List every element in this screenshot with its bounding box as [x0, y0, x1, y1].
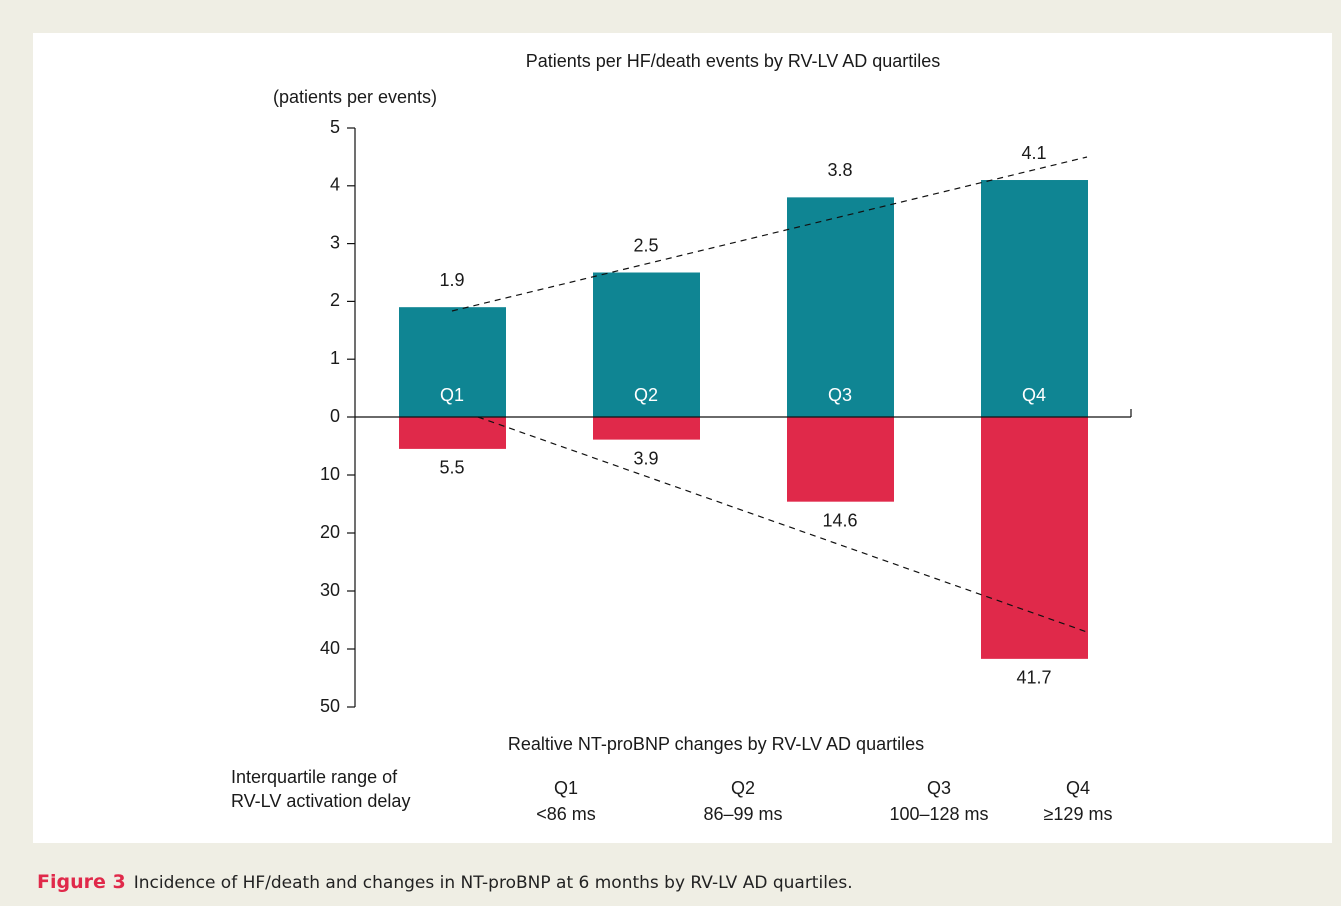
y-tick-label: 5 [330, 117, 340, 137]
value-label: 5.5 [439, 458, 464, 478]
bar [981, 180, 1088, 417]
y-tick-label: 4 [330, 175, 340, 195]
bar [787, 197, 894, 417]
y2-tick-label: 40 [320, 638, 340, 658]
y2-tick-label: 30 [320, 580, 340, 600]
chart-title: Patients per HF/death events by RV-LV AD… [526, 51, 941, 71]
trend-line [477, 416, 1088, 633]
value-label: 2.5 [633, 235, 658, 255]
bar [981, 417, 1088, 659]
table-range: 86–99 ms [703, 804, 782, 824]
table-range: ≥129 ms [1044, 804, 1113, 824]
y-tick-label: 2 [330, 290, 340, 310]
table-category: Q1 [554, 778, 578, 798]
table-row-label: RV-LV activation delay [231, 791, 410, 811]
y2-tick-label: 20 [320, 522, 340, 542]
bar-category-label: Q4 [1022, 385, 1046, 405]
bar-category-label: Q3 [828, 385, 852, 405]
bar-category-label: Q1 [440, 385, 464, 405]
value-label: 1.9 [439, 270, 464, 290]
caption-text: Incidence of HF/death and changes in NT-… [133, 873, 853, 893]
plot: 0 1 2 3 4 5 10 20 30 40 50 1.9 2.5 3.8 4.1 5.5 3.9 14.6 41… [320, 117, 1132, 824]
value-label: 41.7 [1016, 668, 1051, 688]
bar [593, 272, 700, 417]
table-range: 100–128 ms [889, 804, 988, 824]
bar-category-label: Q2 [634, 385, 658, 405]
y-axis-label: (patients per events) [273, 87, 437, 107]
caption-label: Figure 3 [37, 871, 126, 893]
table-row-label: Interquartile range of [231, 767, 398, 787]
y2-tick-label: 50 [320, 696, 340, 716]
y-tick-label: 0 [330, 406, 340, 426]
x-axis-label: Realtive NT-proBNP changes by RV-LV AD q… [508, 734, 924, 754]
bar [399, 307, 506, 417]
value-label: 3.9 [633, 448, 658, 468]
y-tick-label: 1 [330, 348, 340, 368]
value-label: 3.8 [827, 160, 852, 180]
table-range: <86 ms [536, 804, 596, 824]
bar [593, 417, 700, 440]
table-category: Q4 [1066, 778, 1090, 798]
value-label: 14.6 [822, 510, 857, 530]
trend-line [451, 156, 1088, 312]
y2-tick-label: 10 [320, 464, 340, 484]
y-tick-label: 3 [330, 232, 340, 252]
bar [787, 417, 894, 502]
table-category: Q3 [927, 778, 951, 798]
bar [399, 417, 506, 449]
caption: Figure 3 Incidence of HF/death and change… [37, 871, 853, 893]
table-category: Q2 [731, 778, 755, 798]
chart: Patients per HF/death events by RV-LV AD… [231, 51, 1132, 824]
value-label: 4.1 [1021, 143, 1046, 163]
